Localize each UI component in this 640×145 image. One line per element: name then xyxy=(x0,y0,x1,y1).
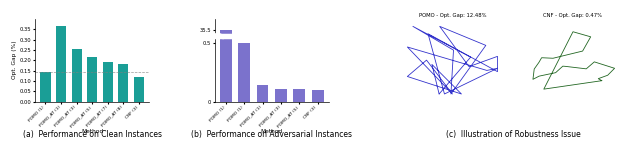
Bar xyxy=(56,26,66,102)
Bar xyxy=(40,71,51,102)
Bar xyxy=(275,89,287,102)
Bar xyxy=(220,30,232,145)
Bar xyxy=(220,0,232,102)
Text: (a)  Performance on Clean Instances: (a) Performance on Clean Instances xyxy=(22,130,162,139)
Bar xyxy=(118,64,129,101)
Bar xyxy=(134,77,144,101)
Text: (b)  Performance on Adversarial Instances: (b) Performance on Adversarial Instances xyxy=(191,130,352,139)
Bar xyxy=(87,57,97,102)
Bar xyxy=(257,85,268,102)
Title: CNF - Opt. Gap: 0.47%: CNF - Opt. Gap: 0.47% xyxy=(543,13,602,18)
Bar xyxy=(72,49,82,102)
Bar xyxy=(293,89,305,102)
X-axis label: Method: Method xyxy=(260,129,283,134)
Text: (c)  Illustration of Robustness Issue: (c) Illustration of Robustness Issue xyxy=(447,130,581,139)
Bar xyxy=(238,43,250,102)
Bar xyxy=(103,62,113,102)
Y-axis label: Opt. Gap (%): Opt. Gap (%) xyxy=(12,41,17,79)
Bar xyxy=(312,90,323,101)
Title: POMO - Opt. Gap: 12.48%: POMO - Opt. Gap: 12.48% xyxy=(419,13,486,18)
X-axis label: Method: Method xyxy=(81,129,103,134)
